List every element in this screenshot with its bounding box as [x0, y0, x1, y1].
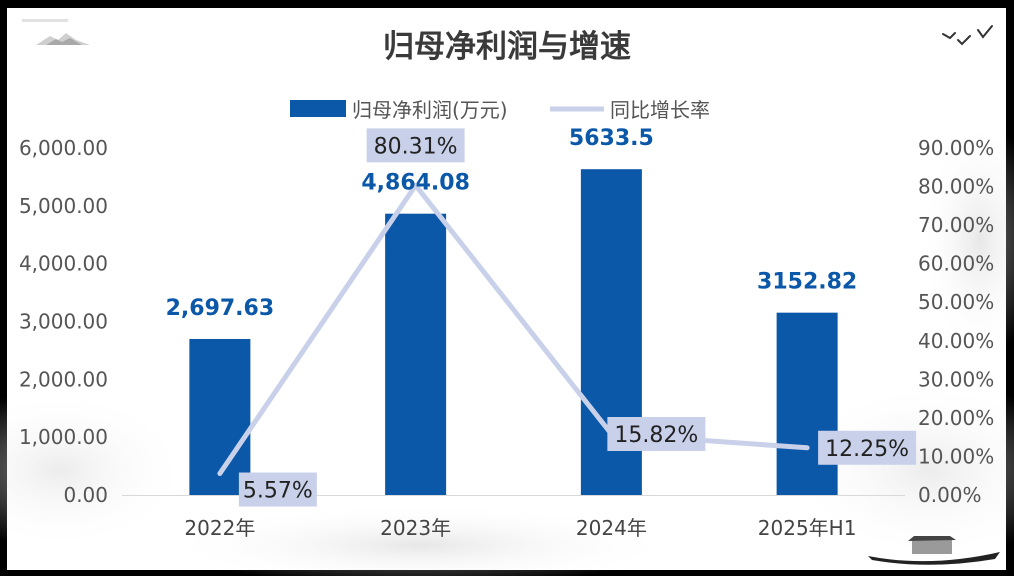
- bar: [385, 213, 447, 496]
- y-left-tick-label: 5,000.00: [19, 194, 108, 218]
- line-data-label: 80.31%: [374, 134, 458, 159]
- ink-mist-decoration: [0, 120, 1014, 576]
- legend-swatch-bar: [290, 100, 346, 117]
- legend-label-line: 同比增长率: [610, 98, 710, 122]
- y-left-tick-label: 2,000.00: [19, 367, 108, 391]
- line-data-label: 12.25%: [825, 437, 909, 462]
- y-left-tick-label: 4,000.00: [19, 252, 108, 276]
- y-right-tick-label: 50.00%: [918, 290, 994, 314]
- line-data-label-box: [366, 128, 465, 163]
- chart-title: 归母净利润与增速: [383, 29, 631, 65]
- line-data-label-box: [607, 417, 706, 452]
- bar-data-label: 5633.5: [569, 126, 654, 151]
- y-left-tick-label: 6,000.00: [19, 136, 108, 160]
- x-tick-label: 2025年H1: [758, 516, 857, 540]
- line-data-label-box: [818, 430, 917, 465]
- x-tick-label: 2022年: [184, 516, 255, 540]
- bar-data-label: 3152.82: [757, 270, 857, 295]
- y-right-tick-label: 80.00%: [918, 175, 994, 199]
- bar: [776, 312, 838, 495]
- y-left-tick-label: 1,000.00: [19, 425, 108, 449]
- y-right-tick-label: 20.00%: [918, 406, 994, 430]
- y-right-tick-label: 40.00%: [918, 329, 994, 353]
- x-tick-label: 2024年: [576, 516, 647, 540]
- y-left-tick-label: 3,000.00: [19, 310, 108, 334]
- y-right-tick-label: 90.00%: [918, 136, 994, 160]
- line-data-label: 15.82%: [614, 423, 698, 448]
- mountain-icon: [22, 19, 90, 45]
- bar-data-label: 4,864.08: [361, 171, 470, 196]
- y-right-tick-label: 0.00%: [918, 483, 982, 507]
- x-tick-label: 2023年: [380, 516, 451, 540]
- bar: [189, 338, 251, 495]
- bar-data-label: 2,697.63: [166, 296, 275, 321]
- y-right-tick-label: 70.00%: [918, 213, 994, 237]
- y-right-tick-label: 10.00%: [918, 444, 994, 468]
- y-right-tick-label: 60.00%: [918, 252, 994, 276]
- y-right-tick-label: 30.00%: [918, 367, 994, 391]
- y-left-tick-label: 0.00: [63, 483, 108, 507]
- boat-icon: [868, 536, 1000, 565]
- line-data-label-box: [238, 472, 317, 507]
- legend-label-bar: 归母净利润(万元): [352, 98, 508, 122]
- birds-icon: [942, 25, 993, 46]
- series-line: [217, 182, 810, 477]
- line-data-label: 5.57%: [243, 479, 313, 504]
